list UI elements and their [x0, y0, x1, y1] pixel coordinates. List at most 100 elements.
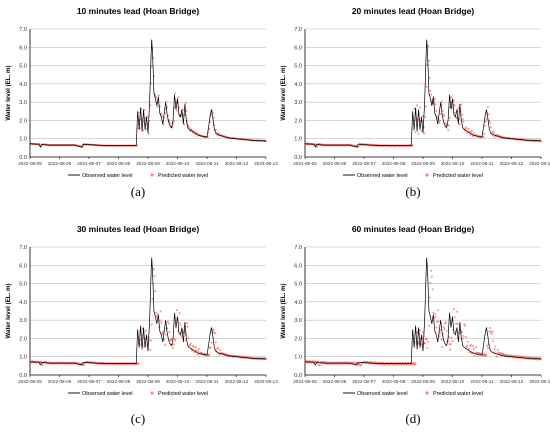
predicted-point — [467, 128, 470, 131]
predicted-point — [485, 353, 488, 356]
predicted-point — [472, 131, 475, 134]
y-tick-label: 4.0 — [19, 82, 27, 88]
predicted-point — [165, 100, 168, 103]
predicted-point — [168, 120, 171, 123]
predicted-point — [439, 113, 442, 116]
x-tick-label: 2022-08-07 — [352, 161, 376, 166]
y-tick-label: 6.0 — [294, 45, 302, 51]
predicted-point — [190, 128, 193, 131]
predicted-point — [152, 268, 155, 271]
predicted-point — [193, 130, 196, 133]
observed-line — [30, 257, 266, 366]
predicted-point — [432, 311, 435, 314]
x-tick-label: 2022-08-07 — [352, 379, 376, 384]
predicted-point — [137, 362, 140, 365]
predicted-point — [458, 123, 461, 126]
predicted-point — [435, 326, 438, 329]
legend-predicted-swatch — [150, 173, 154, 177]
predicted-point — [489, 330, 492, 333]
predicted-point — [438, 121, 441, 124]
y-tick-label: 1.0 — [19, 137, 27, 143]
predicted-point — [158, 319, 161, 322]
predicted-point — [449, 348, 452, 351]
predicted-point — [428, 296, 431, 299]
predicted-point — [441, 100, 444, 103]
x-tick-label: 2022-08-10 — [441, 379, 465, 384]
x-tick-label: 2022-08-05 — [293, 379, 317, 384]
predicted-point — [460, 103, 463, 106]
predicted-point — [435, 109, 438, 112]
y-tick-label: 3.0 — [294, 318, 302, 324]
predicted-point — [419, 329, 422, 332]
predicted-point — [470, 129, 473, 132]
predicted-point — [461, 330, 464, 333]
chart-title: 60 minutes lead (Hoan Bridge) — [352, 224, 474, 234]
x-tick-label: 2022-08-12 — [225, 379, 249, 384]
x-tick-label: 2022-08-05 — [18, 161, 42, 166]
predicted-point — [451, 339, 454, 342]
y-tick-label: 6.0 — [294, 263, 302, 269]
y-tick-label: 7.0 — [294, 27, 302, 33]
x-tick-label: 2022-08-10 — [166, 379, 190, 384]
chart-panel-a: 10 minutes lead (Hoan Bridge) 0.0 1.0 2.0 3.… — [0, 0, 278, 218]
x-tick-label: 2022-08-07 — [77, 161, 101, 166]
predicted-point — [424, 116, 427, 119]
predicted-point — [317, 360, 320, 363]
predicted-point — [439, 328, 442, 331]
predicted-point — [159, 310, 162, 313]
legend-predicted-swatch — [150, 391, 154, 395]
predicted-point — [467, 347, 470, 350]
predicted-point — [427, 340, 430, 343]
predicted-point — [177, 321, 180, 324]
predicted-point — [189, 344, 192, 347]
predicted-point — [417, 342, 420, 345]
predicted-point — [139, 339, 142, 342]
y-tick-label: 0.0 — [19, 155, 27, 161]
caption-b: (b) — [405, 184, 421, 199]
legend-observed-label: Observed water level — [357, 173, 408, 179]
predicted-point — [411, 145, 414, 148]
predicted-point — [434, 103, 437, 106]
legend-observed-label: Observed water level — [82, 391, 133, 397]
predicted-point — [168, 331, 171, 334]
predicted-point — [172, 343, 175, 346]
predicted-point — [170, 337, 173, 340]
predicted-point — [457, 107, 460, 110]
predicted-point — [491, 330, 494, 333]
predicted-point — [155, 96, 158, 99]
predicted-point — [488, 119, 491, 122]
predicted-point — [360, 363, 363, 366]
x-tick-label: 2022-08-07 — [77, 379, 101, 384]
predicted-point — [468, 351, 471, 354]
predicted-point — [424, 342, 427, 345]
predicted-point — [187, 125, 190, 128]
predicted-point — [175, 309, 178, 312]
y-tick-label: 1.0 — [294, 355, 302, 361]
predicted-point — [425, 338, 428, 341]
predicted-point — [429, 89, 432, 92]
predicted-point — [197, 347, 200, 350]
predicted-point — [192, 345, 195, 348]
predicted-point — [195, 349, 198, 352]
predicted-point — [447, 128, 450, 131]
predicted-point — [452, 99, 455, 102]
predicted-point — [450, 343, 453, 346]
predicted-point — [443, 115, 446, 118]
y-tick-label: 5.0 — [19, 282, 27, 288]
predicted-point — [427, 59, 430, 62]
chart-title: 10 minutes lead (Hoan Bridge) — [77, 6, 199, 16]
predicted-point — [493, 135, 496, 138]
y-tick-label: 2.0 — [294, 118, 302, 124]
predicted-point — [453, 104, 456, 107]
predicted-point — [414, 362, 417, 365]
predicted-point — [464, 324, 467, 327]
predicted-point — [156, 106, 159, 109]
predicted-point — [217, 347, 220, 350]
y-tick-label: 3.0 — [19, 100, 27, 106]
predicted-point — [437, 320, 440, 323]
predicted-point — [147, 132, 150, 135]
predicted-point — [438, 119, 441, 122]
predicted-point — [462, 120, 465, 123]
predicted-point — [438, 332, 441, 335]
x-tick-label: 2022-08-06 — [48, 161, 72, 166]
